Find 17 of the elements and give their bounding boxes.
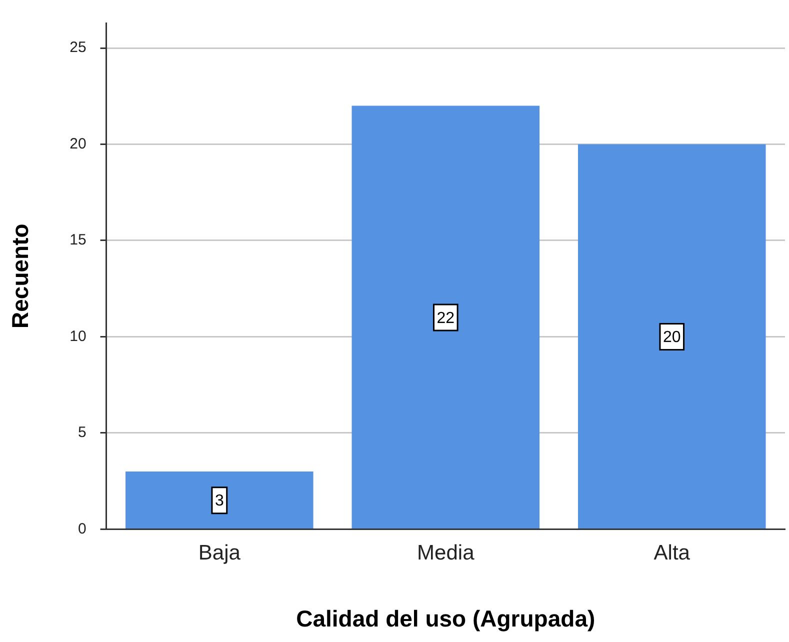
x-tick-label: Alta [654,542,690,565]
data-label: 22 [436,310,455,327]
bar [578,144,766,528]
x-tick-label: Media [417,542,475,565]
x-tick-label: Baja [198,542,241,565]
y-tick-label: 25 [70,39,86,56]
y-tick-label: 15 [70,232,86,249]
bar [126,471,314,528]
data-label: 3 [214,492,224,510]
y-tick-label: 5 [78,424,86,442]
y-axis-title: Recuento [7,224,34,328]
y-tick-label: 20 [70,135,86,152]
data-label: 20 [662,329,681,346]
bar [352,106,540,528]
y-tick-label: 10 [70,328,86,345]
x-axis-title: Calidad del uso (Agrupada) [296,606,596,632]
y-tick-label: 0 [78,520,86,538]
